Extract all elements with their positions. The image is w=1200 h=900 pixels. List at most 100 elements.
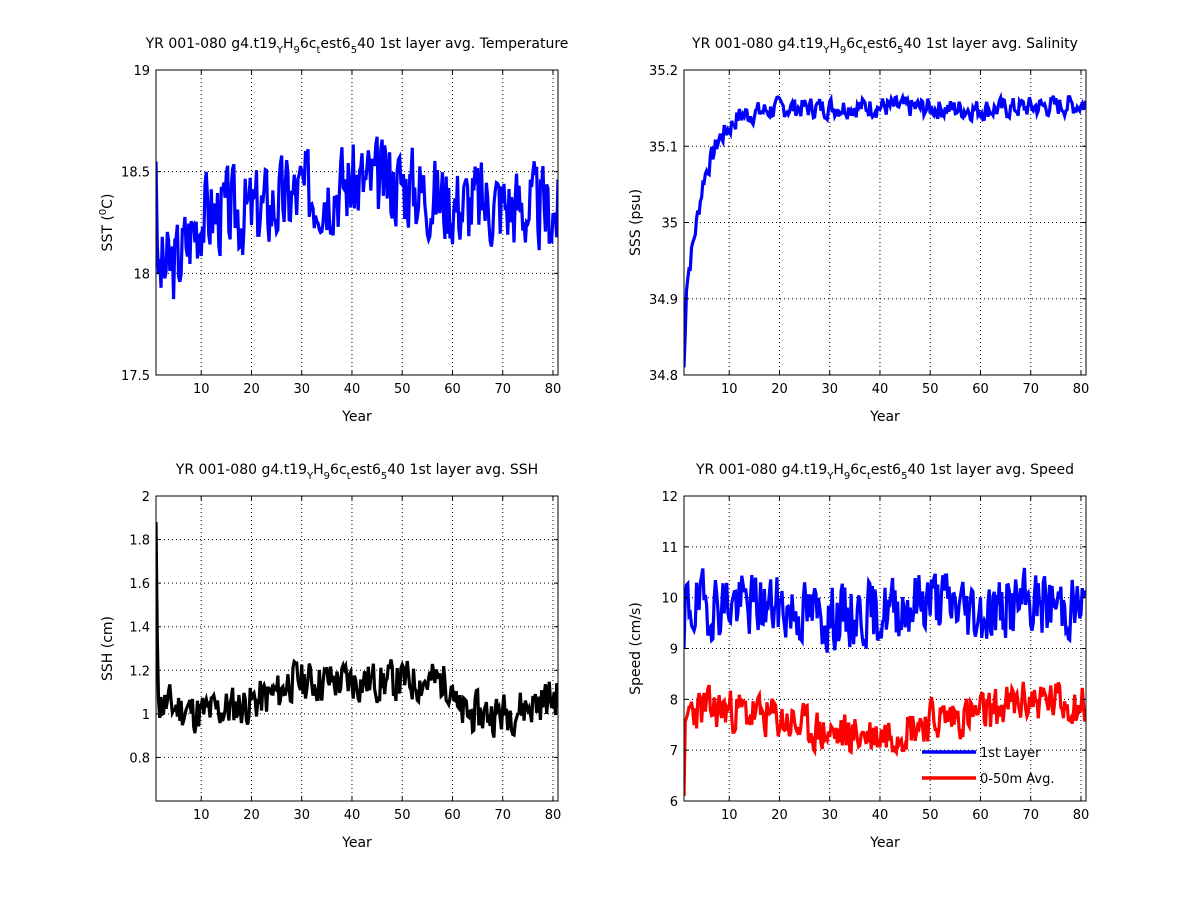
x-tick-label: 70	[494, 808, 511, 823]
x-tick-label: 20	[243, 382, 260, 397]
title-subscript: 9	[840, 45, 846, 56]
x-tick-label: 50	[394, 808, 411, 823]
y-axis-label: SSH (cm)	[100, 616, 116, 681]
title-subscript: t	[316, 45, 320, 56]
title-text: 40 1st layer avg. SSH	[387, 462, 538, 478]
y-axis-label: SST (0C)	[98, 194, 116, 252]
y-tick-label: 35	[661, 217, 678, 232]
x-tick-label: 20	[771, 808, 788, 823]
legend-label: 0-50m Avg.	[980, 772, 1055, 787]
y-tick-label: 18.5	[121, 166, 150, 181]
title-text: est6	[871, 462, 901, 478]
x-tick-label: 10	[721, 382, 738, 397]
x-tick-label: 10	[721, 808, 738, 823]
title-subscript: t	[347, 471, 351, 482]
title-subscript: 9	[844, 471, 850, 482]
x-tick-label: 30	[293, 382, 310, 397]
title-text: est6	[351, 462, 381, 478]
y-tick-label: 10	[661, 592, 678, 607]
x-tick-label: 40	[344, 382, 361, 397]
x-tick-label: 70	[1022, 808, 1039, 823]
title-text: H	[833, 462, 844, 478]
x-tick-label: 50	[394, 382, 411, 397]
y-tick-label: 1.6	[129, 577, 150, 592]
chart-title: YR 001-080 g4.t19YH96ctest6540 1st layer…	[695, 462, 1074, 482]
title-text: H	[313, 462, 324, 478]
y-tick-label: 2	[142, 490, 150, 505]
x-tick-label: 70	[494, 382, 511, 397]
x-axis-label: Year	[341, 835, 372, 851]
title-text: est6	[867, 36, 897, 52]
y-tick-label: 12	[661, 490, 678, 505]
title-text: YR 001-080 g4.t19	[695, 462, 827, 478]
y-tick-label: 8	[670, 693, 678, 708]
title-subscript: Y	[276, 45, 284, 56]
title-text: YR 001-080 g4.t19	[145, 36, 277, 52]
x-tick-label: 80	[545, 382, 562, 397]
x-tick-label: 60	[444, 382, 461, 397]
title-subscript: 5	[351, 45, 357, 56]
chart-panel-2: 10 20 30 40 50 60 70 80 34.8 34.9 35 35.1 35.2 Year SS…	[628, 36, 1089, 425]
legend: 1st Layer 0-50m Avg.	[922, 746, 1055, 787]
x-tick-label: 20	[771, 382, 788, 397]
y-tick-label: 1.4	[129, 621, 150, 636]
y-tick-label: 11	[661, 541, 678, 556]
x-tick-label: 30	[821, 808, 838, 823]
x-tick-label: 30	[821, 382, 838, 397]
series-line-2	[684, 681, 1086, 796]
title-text: H	[829, 36, 840, 52]
y-tick-label: 19	[133, 64, 150, 79]
x-tick-label: 30	[293, 808, 310, 823]
y-label-text: SSS (psu)	[628, 189, 644, 256]
axes-frame	[155, 69, 559, 376]
x-tick-label: 40	[872, 808, 889, 823]
title-subscript: 5	[381, 471, 387, 482]
title-subscript: 5	[897, 45, 903, 56]
y-tick-label: 35.2	[649, 64, 678, 79]
title-subscript: t	[867, 471, 871, 482]
y-tick-label: 6	[670, 795, 678, 810]
title-text: 40 1st layer avg. Salinity	[904, 36, 1078, 52]
x-tick-label: 60	[972, 382, 989, 397]
title-subscript: t	[863, 45, 867, 56]
x-tick-label: 80	[1073, 808, 1090, 823]
x-tick-label: 80	[545, 808, 562, 823]
title-subscript: Y	[306, 471, 314, 482]
x-tick-label: 50	[922, 808, 939, 823]
y-axis-label: SSS (psu)	[628, 189, 644, 256]
x-tick-label: 10	[193, 808, 210, 823]
plot-area	[156, 70, 558, 375]
title-text: 40 1st layer avg. Temperature	[357, 36, 568, 52]
series-line-1	[156, 136, 558, 300]
x-axis-label: Year	[869, 835, 900, 851]
y-tick-label: 9	[670, 643, 678, 658]
title-subscript: 9	[293, 45, 299, 56]
chart-panel-4: 10 20 30 40 50 60 70 80 6 7 8 9 10 11 12 Year Speed (cm/…	[628, 462, 1089, 851]
y-tick-label: 34.8	[649, 369, 678, 384]
y-tick-label: 7	[670, 744, 678, 759]
y-axis-label: Speed (cm/s)	[628, 602, 644, 695]
chart-title: YR 001-080 g4.t19YH96ctest6540 1st layer…	[145, 36, 569, 56]
chart-title: YR 001-080 g4.t19YH96ctest6540 1st layer…	[175, 462, 538, 482]
y-tick-label: 1.2	[129, 664, 150, 679]
title-text: 6c	[846, 36, 863, 52]
y-tick-label: 1.8	[129, 534, 150, 549]
y-tick-label: 18	[133, 267, 150, 282]
title-text: 6c	[330, 462, 347, 478]
y-label-superscript: 0	[98, 209, 109, 215]
x-axis-label: Year	[341, 409, 372, 425]
title-text: H	[283, 36, 294, 52]
title-text: YR 001-080 g4.t19	[175, 462, 307, 478]
series-line-1	[156, 522, 558, 738]
x-axis-label: Year	[869, 409, 900, 425]
title-subscript: 5	[901, 471, 907, 482]
title-text: 6c	[300, 36, 317, 52]
x-tick-label: 80	[1073, 382, 1090, 397]
x-tick-label: 40	[344, 808, 361, 823]
series-line-1	[684, 91, 1086, 368]
y-label-text: SSH (cm)	[100, 616, 116, 681]
y-label-text: Speed (cm/s)	[628, 602, 644, 695]
y-label-text: C)	[100, 194, 116, 209]
x-tick-label: 40	[872, 382, 889, 397]
